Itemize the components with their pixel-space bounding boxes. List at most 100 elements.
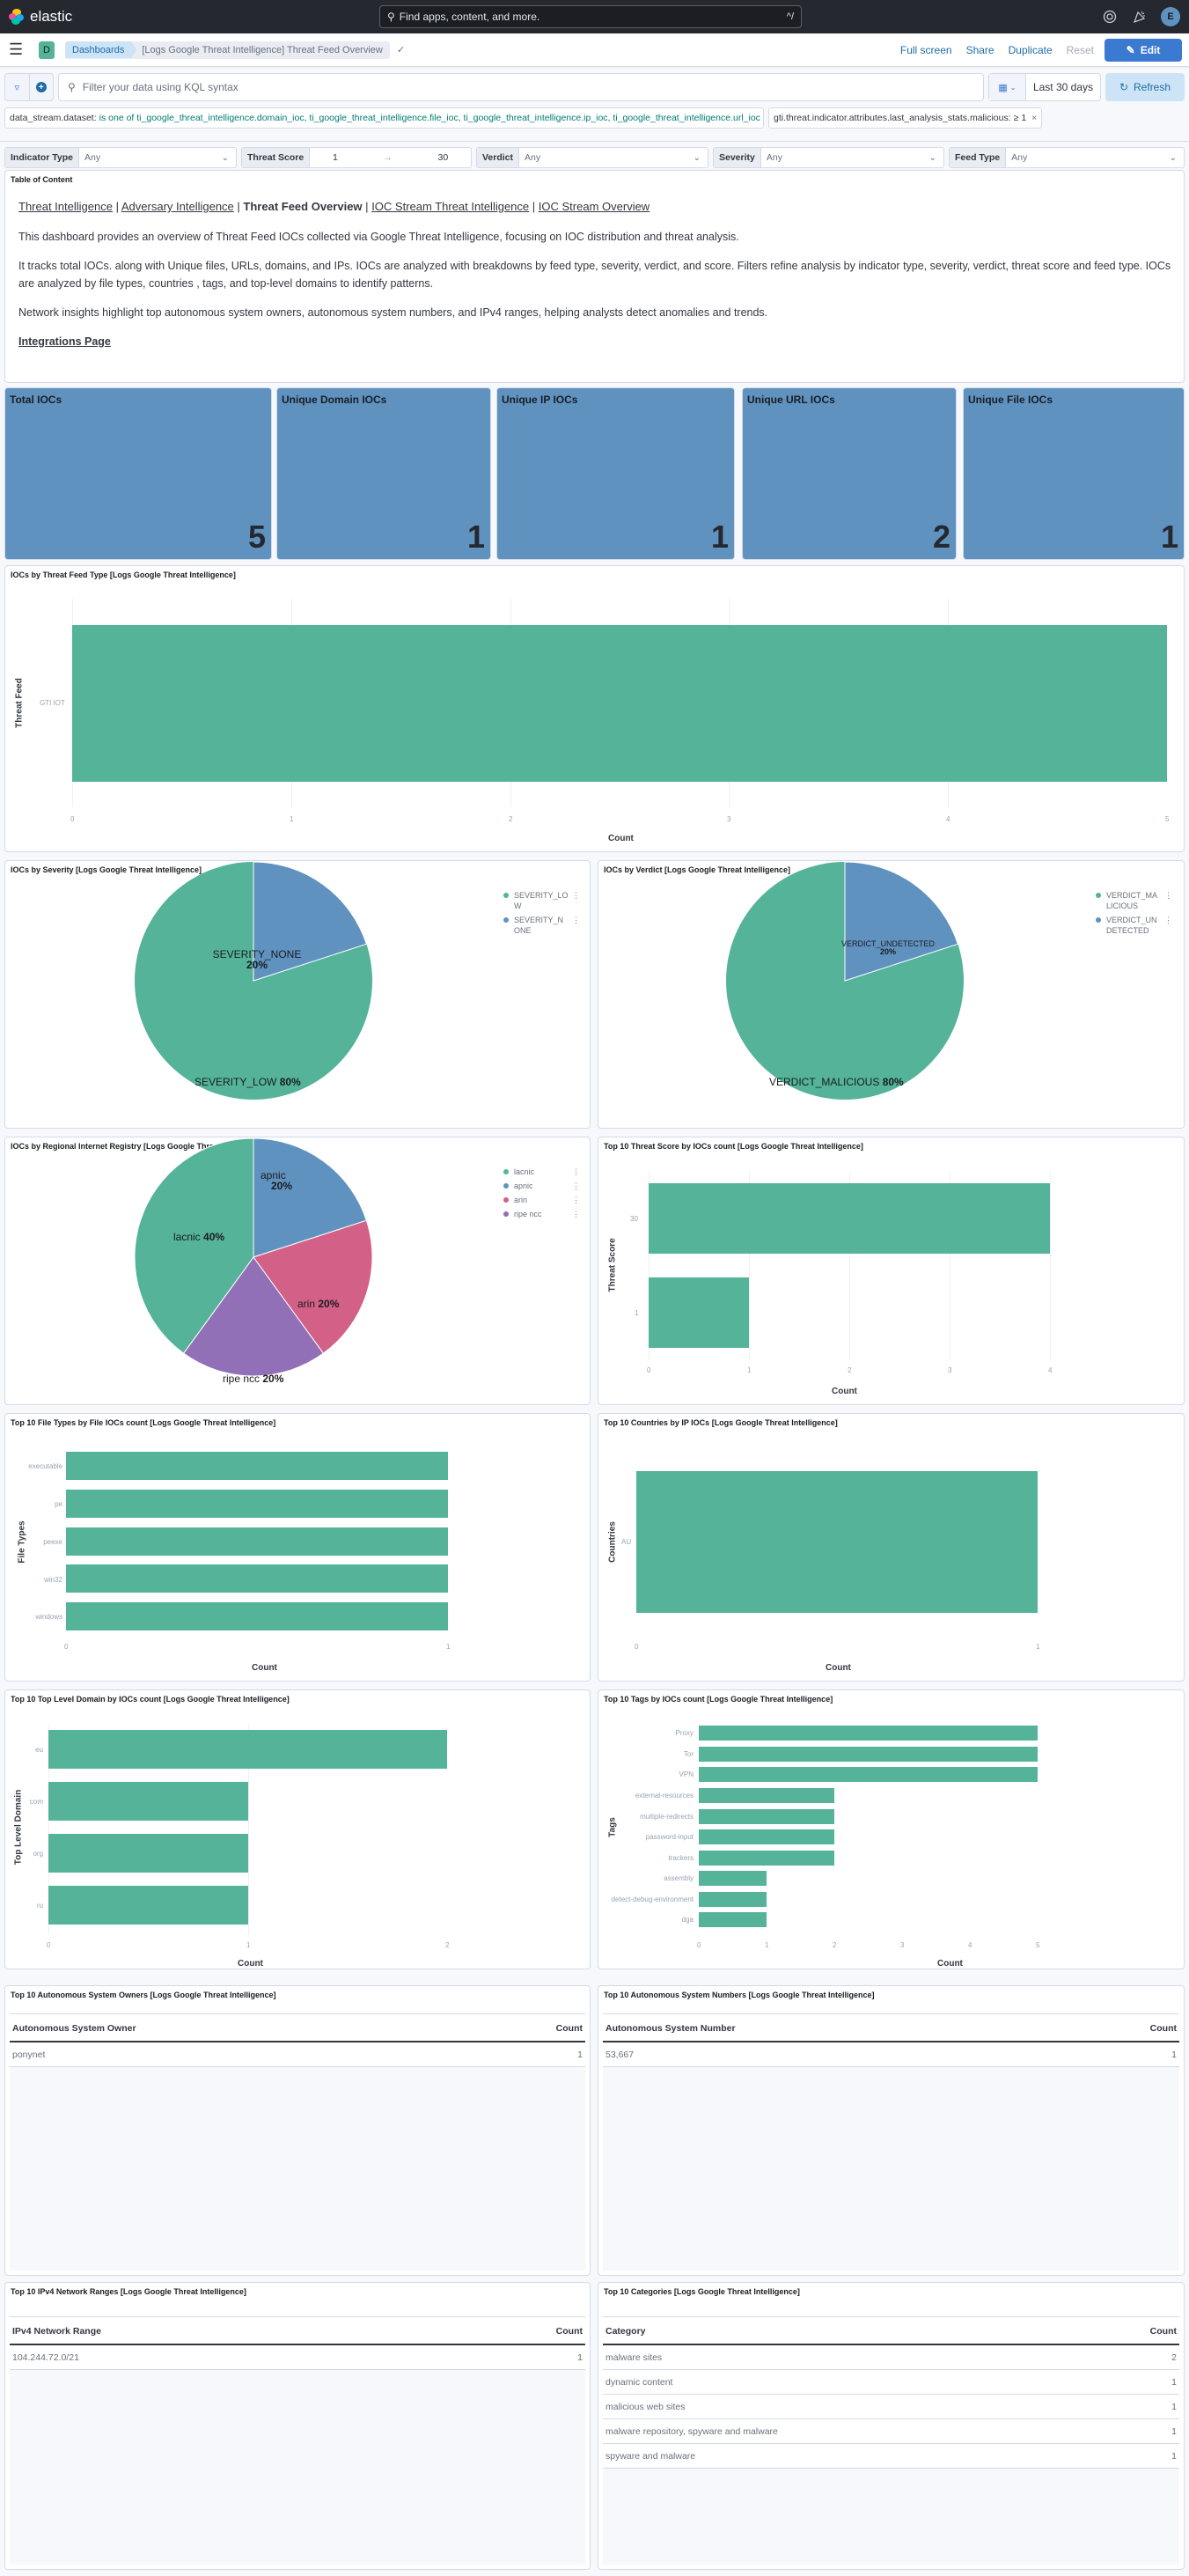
breadcrumb-dashboards[interactable]: Dashboards — [65, 40, 137, 59]
filter-pill-malicious[interactable]: gti.threat.indicator.attributes.last_ana… — [768, 107, 1043, 129]
bar-peexe[interactable] — [66, 1527, 448, 1556]
kql-search-input[interactable]: ⚲ Filter your data using KQL syntax — [58, 73, 984, 101]
filter-options-button[interactable]: ▿ — [5, 74, 30, 100]
bar-tor[interactable] — [699, 1747, 1038, 1762]
integrations-page-link[interactable]: Integrations Page — [18, 335, 111, 348]
user-avatar[interactable]: E — [1161, 7, 1180, 26]
column-header[interactable]: Count — [555, 2326, 583, 2337]
legend-item[interactable]: SEVERITY_N ONE ⋮ — [503, 915, 580, 936]
y-tick: external-resources — [635, 1792, 694, 1800]
threat-score-max[interactable]: 30 — [437, 152, 449, 163]
more-icon[interactable]: ⋮ — [1164, 916, 1172, 924]
bar-dga[interactable] — [699, 1912, 767, 1927]
bar-external-resources[interactable] — [699, 1788, 834, 1803]
severity-control[interactable]: Severity Any ⌄ — [713, 147, 944, 168]
refresh-button[interactable]: ↻ Refresh — [1105, 73, 1185, 101]
legend-item[interactable]: SEVERITY_LO W ⋮ — [503, 890, 580, 911]
filter-pill-dataset[interactable]: data_stream.dataset: is one of ti_google… — [4, 107, 764, 129]
y-tick: 30 — [630, 1215, 638, 1223]
more-icon[interactable]: ⋮ — [572, 1167, 580, 1176]
date-range[interactable]: Last 30 days — [1032, 81, 1093, 93]
help-icon[interactable] — [1101, 8, 1119, 26]
bar-score-1[interactable] — [649, 1277, 749, 1348]
more-icon[interactable]: ⋮ — [572, 916, 580, 924]
threat-score-min[interactable]: 1 — [332, 152, 338, 163]
share-button[interactable]: Share — [959, 44, 1002, 56]
legend-item[interactable]: VERDICT_MA LICIOUS ⋮ — [1096, 890, 1172, 911]
bar-win32[interactable] — [66, 1564, 448, 1593]
table-row: malware sites 2 — [603, 2345, 1179, 2370]
indicator-type-control[interactable]: Indicator Type Any ⌄ — [4, 147, 237, 168]
legend-item[interactable]: apnic ⋮ — [503, 1181, 580, 1191]
table-header: IPv4 Network Range Count — [10, 2319, 585, 2345]
bar-score-30[interactable] — [649, 1183, 1050, 1254]
bar-executable[interactable] — [66, 1452, 448, 1480]
bar-multiple-redirects[interactable] — [699, 1809, 834, 1824]
controls-bar: Indicator Type Any ⌄ Threat Score 1 → 30… — [0, 141, 1189, 171]
bar-ru[interactable] — [48, 1886, 248, 1925]
menu-icon[interactable]: ☰ — [9, 40, 24, 58]
more-icon[interactable]: ⋮ — [572, 1210, 580, 1218]
legend-item[interactable]: lacnic ⋮ — [503, 1167, 580, 1177]
separator: | — [237, 200, 240, 213]
threat-score-control[interactable]: Threat Score 1 → 30 — [241, 147, 472, 168]
news-icon[interactable] — [1131, 8, 1149, 26]
column-header[interactable]: Count — [555, 2023, 583, 2034]
bar-com[interactable] — [48, 1782, 248, 1821]
reset-button[interactable]: Reset — [1060, 44, 1101, 56]
bar-au[interactable] — [636, 1471, 1038, 1613]
chevron-down-icon: ⌄ — [1169, 152, 1177, 163]
y-tick: 1 — [635, 1309, 639, 1317]
more-icon[interactable]: ⋮ — [1164, 891, 1172, 900]
edit-button[interactable]: ✎ Edit — [1105, 39, 1182, 62]
verdict-control[interactable]: Verdict Any ⌄ — [476, 147, 708, 168]
column-header[interactable]: Category — [606, 2326, 646, 2337]
link-ioc-stream-overview[interactable]: IOC Stream Overview — [538, 200, 650, 213]
duplicate-button[interactable]: Duplicate — [1002, 44, 1060, 56]
bar-proxy[interactable] — [699, 1726, 1038, 1741]
x-tick: 1 — [290, 815, 294, 823]
bar-org[interactable] — [48, 1834, 248, 1873]
description-paragraph: It tracks total IOCs. along with Unique … — [18, 260, 1171, 290]
column-header[interactable]: Autonomous System Owner — [12, 2023, 136, 2034]
more-icon[interactable]: ⋮ — [572, 1181, 580, 1190]
link-threat-intelligence[interactable]: Threat Intelligence — [18, 200, 113, 213]
x-tick: 3 — [948, 1366, 952, 1374]
elastic-logo[interactable]: elastic — [9, 8, 72, 26]
column-header[interactable]: Count — [1149, 2326, 1177, 2337]
legend-item[interactable]: VERDICT_UN DETECTED ⋮ — [1096, 915, 1172, 936]
space-avatar[interactable]: D — [39, 40, 55, 59]
bar-eu[interactable] — [48, 1730, 447, 1769]
link-adversary-intelligence[interactable]: Adversary Intelligence — [121, 200, 234, 213]
file-types-chart-panel: Top 10 File Types by File IOCs count [Lo… — [4, 1413, 591, 1682]
as-owners-table: Autonomous System Owner Count ponynet 1 — [10, 2016, 585, 2271]
full-screen-button[interactable]: Full screen — [893, 44, 959, 56]
bar-pe[interactable] — [66, 1490, 448, 1518]
column-header[interactable]: IPv4 Network Range — [12, 2326, 101, 2337]
severity-pie-chart[interactable] — [5, 861, 591, 1130]
bar-assembly[interactable] — [699, 1871, 767, 1886]
verdict-pie-chart[interactable] — [598, 861, 1185, 1130]
more-icon[interactable]: ⋮ — [572, 891, 580, 900]
feed-type-control[interactable]: Feed Type Any ⌄ — [949, 147, 1185, 168]
control-label: Feed Type — [950, 148, 1007, 167]
add-filter-button[interactable]: + — [30, 74, 54, 100]
bar-password-input[interactable] — [699, 1829, 834, 1844]
legend-item[interactable]: arin ⋮ — [503, 1195, 580, 1205]
date-picker[interactable]: ▦ ⌄ Last 30 days — [987, 73, 1101, 101]
more-icon[interactable]: ⋮ — [572, 1196, 580, 1204]
link-ioc-stream-threat-intelligence[interactable]: IOC Stream Threat Intelligence — [371, 200, 530, 213]
global-search-input[interactable]: ⚲ Find apps, content, and more. ^/ — [379, 5, 802, 28]
legend-item[interactable]: ripe ncc ⋮ — [503, 1209, 580, 1219]
column-header[interactable]: Count — [1149, 2023, 1177, 2034]
bar-windows[interactable] — [66, 1602, 448, 1630]
bar-gti-iot[interactable] — [72, 625, 1167, 782]
bar-vpn[interactable] — [699, 1767, 1038, 1782]
bar-detect-debug-environment[interactable] — [699, 1892, 767, 1907]
close-icon[interactable]: × — [1031, 113, 1038, 123]
bar-trackers[interactable] — [699, 1851, 834, 1866]
elastic-logo-icon — [9, 9, 25, 25]
calendar-icon[interactable]: ▦ ⌄ — [988, 74, 1026, 100]
rir-pie-chart[interactable] — [5, 1137, 591, 1406]
column-header[interactable]: Autonomous System Number — [606, 2023, 736, 2034]
